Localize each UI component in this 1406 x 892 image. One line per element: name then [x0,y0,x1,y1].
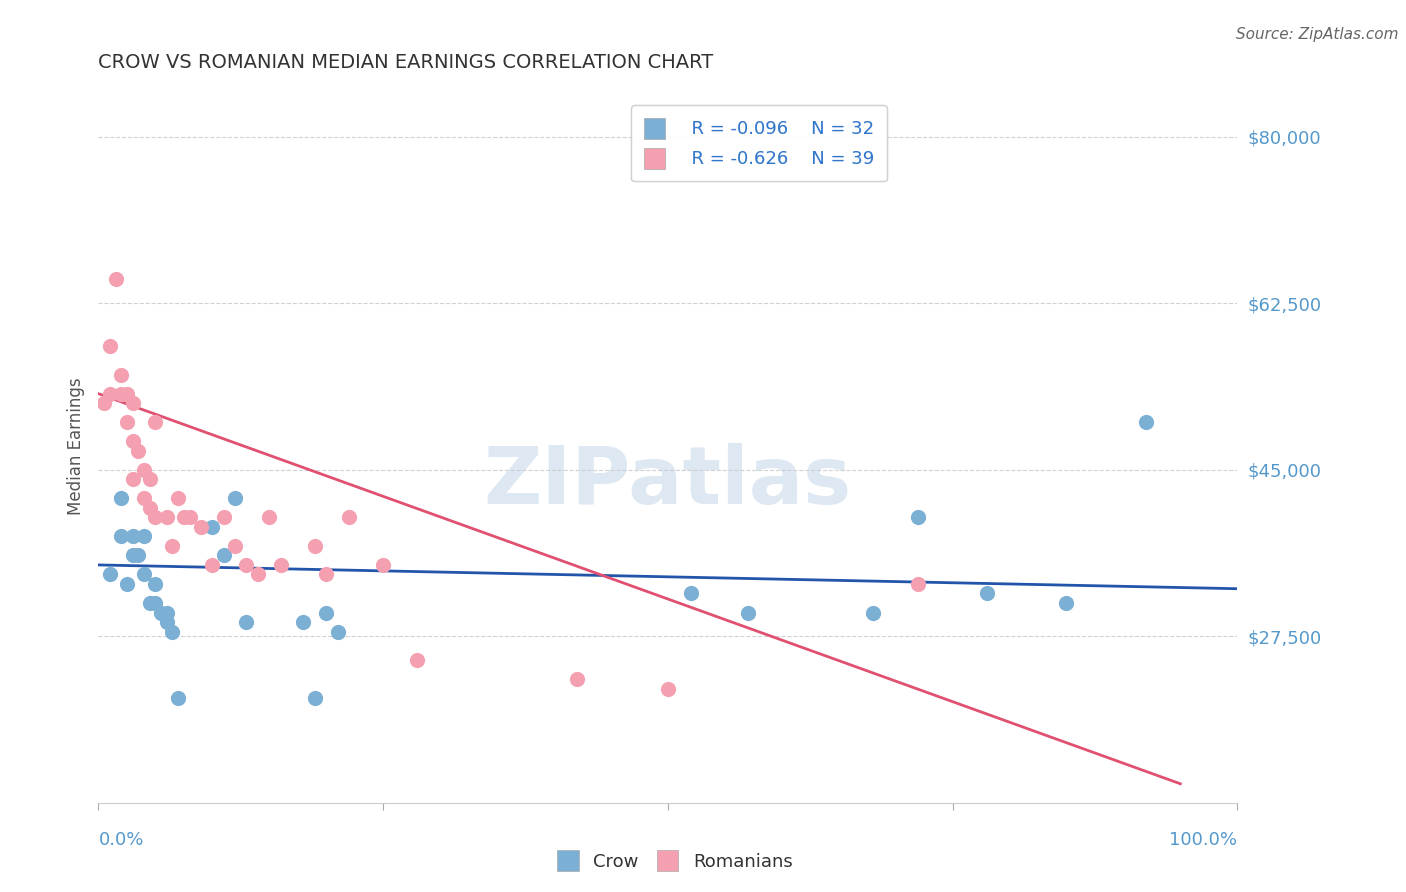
Point [212,549,235,563]
Point [104,272,127,286]
Point [224,491,246,506]
Point [246,567,269,582]
Point [565,672,588,686]
Point [98,386,121,401]
Point [162,624,184,639]
Point [138,596,160,610]
Point [127,443,149,458]
Point [145,577,167,591]
Point [270,558,292,572]
Text: Source: ZipAtlas.com: Source: ZipAtlas.com [1236,27,1399,42]
Point [121,472,143,486]
Point [201,520,224,534]
Point [190,520,212,534]
Point [132,529,155,543]
Point [121,549,143,563]
Point [93,396,115,410]
Y-axis label: Median Earnings: Median Earnings [66,377,84,515]
Point [110,386,132,401]
Point [121,434,143,449]
Point [304,691,326,706]
Point [179,510,201,524]
Point [201,558,224,572]
Point [235,558,257,572]
Point [145,510,167,524]
Point [315,567,337,582]
Point [326,624,349,639]
Point [737,606,759,620]
Point [862,606,884,620]
Point [121,396,143,410]
Point [173,510,195,524]
Point [292,615,315,629]
Point [110,368,132,382]
Point [132,491,155,506]
Legend: Crow, Romanians: Crow, Romanians [550,843,800,879]
Text: 0.0%: 0.0% [98,831,143,849]
Point [110,491,132,506]
Point [145,415,167,429]
Point [304,539,326,553]
Point [235,615,257,629]
Point [156,615,179,629]
Point [156,510,179,524]
Point [138,472,160,486]
Point [127,549,149,563]
Point [907,577,929,591]
Point [156,606,179,620]
Point [907,510,929,524]
Point [115,386,138,401]
Point [212,510,235,524]
Point [138,500,160,515]
Point [315,606,337,620]
Point [259,510,281,524]
Point [976,586,998,600]
Point [150,606,173,620]
Point [132,463,155,477]
Text: CROW VS ROMANIAN MEDIAN EARNINGS CORRELATION CHART: CROW VS ROMANIAN MEDIAN EARNINGS CORRELA… [98,54,714,72]
Point [115,577,138,591]
Point [98,567,121,582]
Point [337,510,360,524]
Point [224,539,246,553]
Text: ZIPatlas: ZIPatlas [484,442,852,521]
Point [132,567,155,582]
Point [145,596,167,610]
Point [110,529,132,543]
Point [167,491,190,506]
Text: 100.0%: 100.0% [1170,831,1237,849]
Point [371,558,394,572]
Point [679,586,702,600]
Point [1054,596,1078,610]
Point [98,339,121,353]
Point [121,529,143,543]
Legend:   R = -0.096    N = 32,   R = -0.626    N = 39: R = -0.096 N = 32, R = -0.626 N = 39 [631,105,887,181]
Point [406,653,429,667]
Point [115,415,138,429]
Point [167,691,190,706]
Point [1135,415,1157,429]
Point [162,539,184,553]
Point [657,681,679,696]
